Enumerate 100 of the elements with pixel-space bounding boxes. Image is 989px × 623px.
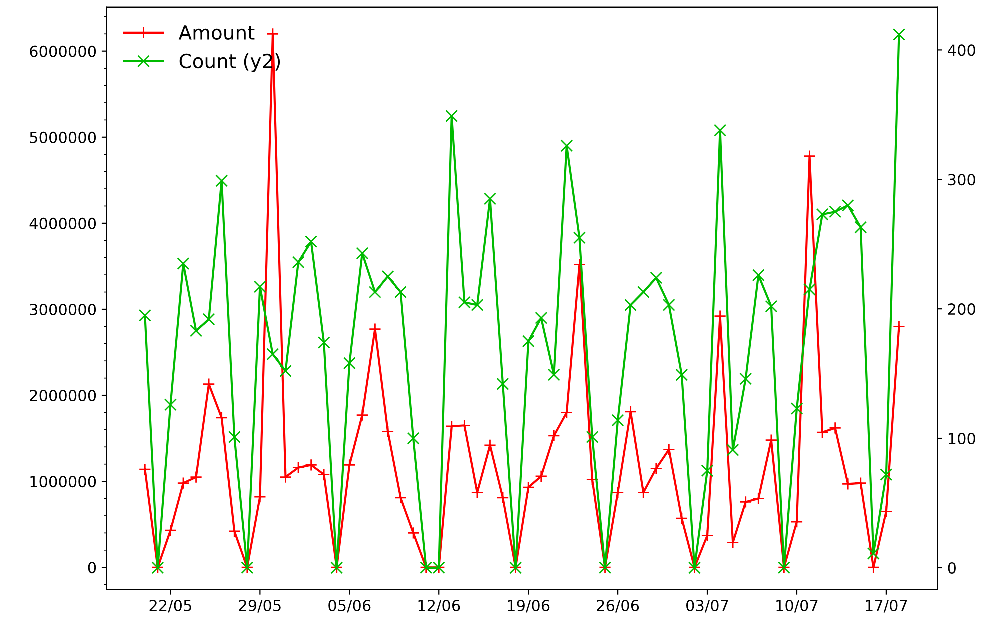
point (740, 372, 752, 386)
point (637, 486, 650, 500)
point (573, 232, 586, 244)
point (407, 526, 420, 540)
point (624, 298, 638, 312)
point (726, 444, 740, 456)
point (662, 443, 676, 456)
point (854, 221, 868, 234)
point (407, 432, 420, 445)
point (586, 474, 599, 486)
point (842, 199, 854, 212)
point (318, 336, 330, 349)
point (202, 378, 216, 391)
point (266, 348, 280, 361)
y-tick-label: 4000000 (30, 218, 96, 230)
point (816, 426, 829, 439)
point (446, 110, 458, 122)
y2-tick-label: 300 (948, 174, 976, 186)
y-tick-label: 5000000 (30, 132, 96, 144)
point (650, 272, 663, 284)
point (765, 300, 778, 313)
point (522, 481, 535, 494)
y-tick-label: 2000000 (30, 390, 96, 402)
point (228, 430, 241, 444)
y2-tick-label: 0 (948, 562, 956, 574)
point (190, 324, 203, 338)
point (292, 462, 305, 474)
point (842, 478, 854, 490)
y2-tick-label: 100 (948, 432, 976, 445)
x-tick-label: 17/07 (866, 600, 908, 613)
x-tick-label: 19/06 (508, 600, 550, 613)
x-tick-label: 26/06 (597, 600, 640, 613)
y-tick-label: 1000000 (30, 476, 96, 488)
y2-tick-label: 400 (948, 44, 976, 56)
point (318, 468, 330, 481)
point (177, 477, 190, 490)
point (560, 140, 574, 152)
point (496, 492, 510, 504)
point (586, 430, 599, 444)
point (892, 28, 906, 41)
y2-tick-label: 200 (948, 304, 976, 316)
point (522, 335, 535, 348)
point (382, 425, 394, 438)
point (752, 269, 765, 282)
point (190, 471, 203, 484)
point (177, 258, 190, 270)
point (138, 309, 152, 322)
point (662, 298, 676, 312)
point (829, 422, 842, 434)
point (880, 468, 893, 482)
point (446, 420, 458, 433)
point (394, 286, 408, 299)
point (560, 406, 574, 419)
point (228, 525, 241, 538)
point (701, 464, 714, 478)
x-tick-label: 22/05 (150, 600, 192, 613)
point (740, 496, 752, 508)
point (356, 247, 369, 260)
point (484, 439, 496, 452)
point (612, 486, 624, 500)
point (164, 524, 177, 537)
point (292, 256, 305, 269)
y-tick-label: 6000000 (30, 46, 96, 58)
point (356, 409, 369, 422)
point (382, 270, 394, 283)
point (394, 492, 408, 504)
point (343, 357, 356, 370)
point (650, 462, 663, 475)
point (790, 516, 804, 528)
point (548, 430, 560, 442)
point (676, 512, 688, 525)
point (535, 312, 548, 324)
legend-label: Amount (178, 26, 255, 40)
point (216, 412, 228, 424)
x-tick-label: 12/06 (418, 600, 460, 613)
point (880, 505, 893, 518)
point (701, 530, 714, 542)
point (254, 280, 266, 294)
y-tick-label: 3000000 (30, 304, 96, 316)
point (496, 378, 510, 390)
x-tick-label: 29/05 (239, 600, 281, 613)
point (790, 402, 804, 416)
point (676, 368, 688, 382)
point (305, 458, 318, 472)
x-tick-label: 03/07 (686, 600, 728, 613)
point (867, 547, 880, 560)
point (368, 286, 382, 299)
point (612, 414, 624, 427)
point (202, 313, 216, 326)
point (343, 458, 356, 472)
point (138, 463, 152, 476)
x-tick-label: 05/06 (328, 600, 371, 613)
point (548, 368, 560, 382)
point (752, 492, 765, 506)
point (471, 486, 484, 500)
point (164, 398, 177, 412)
point (216, 174, 228, 188)
point (854, 477, 868, 490)
x-tick-label: 10/07 (776, 600, 818, 613)
point (892, 320, 906, 333)
